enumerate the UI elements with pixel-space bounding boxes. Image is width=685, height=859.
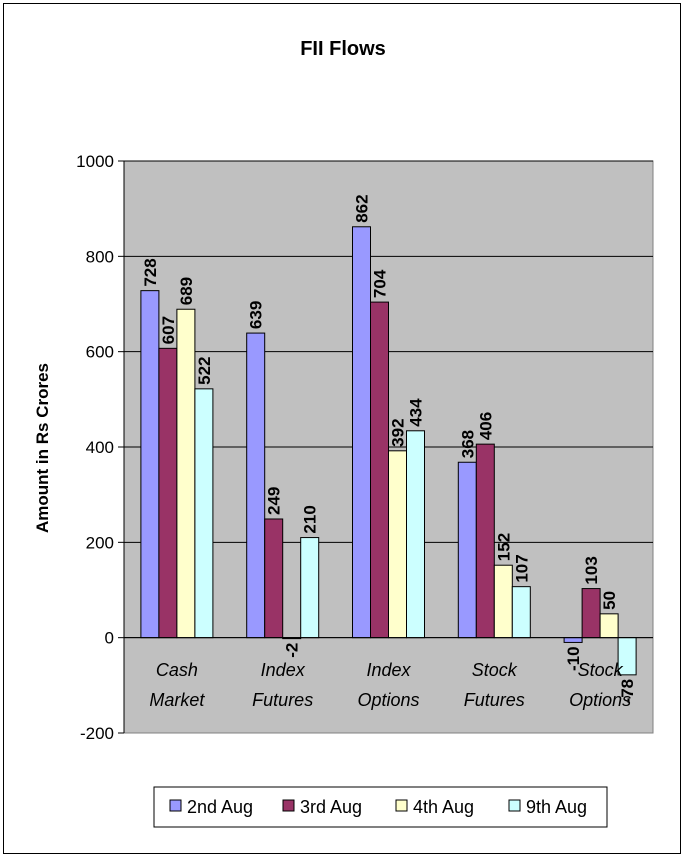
category-label: Stock (472, 660, 518, 680)
bar (194, 388, 214, 639)
category-label: Options (569, 690, 631, 710)
bar (563, 637, 583, 643)
data-label: 152 (494, 533, 513, 561)
bar (493, 564, 513, 639)
bar (140, 290, 160, 639)
bar (176, 308, 196, 639)
legend-swatch (508, 799, 521, 812)
y-axis-label: Amount in Rs Crores (33, 363, 52, 533)
bar (352, 226, 371, 639)
y-tick-label: 200 (86, 533, 114, 552)
axes (118, 160, 653, 734)
data-label: 392 (389, 418, 408, 446)
category-label: Cash (156, 660, 198, 680)
data-label: 689 (177, 277, 196, 305)
data-label: -78 (618, 679, 637, 704)
bar (599, 613, 619, 639)
bar (388, 450, 407, 639)
bar (406, 430, 425, 639)
bar (246, 332, 266, 639)
y-tick-label: 400 (86, 438, 114, 457)
data-label: 728 (141, 258, 160, 286)
category-label: Futures (464, 690, 525, 710)
legend-label: 4th Aug (413, 797, 474, 817)
category-label: Market (149, 690, 205, 710)
category-label: Index (261, 660, 306, 680)
y-tick-label: -200 (80, 724, 114, 743)
y-tick-label: 1000 (76, 152, 114, 171)
category-labels: Cash Market Index Futures Index Options Stock F… (149, 660, 631, 710)
data-label: 368 (458, 430, 477, 458)
data-label: 704 (371, 269, 390, 298)
bar (370, 301, 389, 639)
legend-swatch (282, 799, 295, 812)
y-tick-label: 600 (86, 343, 114, 362)
data-label: 50 (600, 591, 619, 610)
bar (511, 586, 531, 639)
data-label: 639 (247, 301, 266, 329)
legend-box (153, 786, 608, 828)
category-label: Futures (252, 690, 313, 710)
legend-label: 9th Aug (526, 797, 587, 817)
data-label: 862 (353, 194, 372, 222)
y-tick-label: 0 (105, 629, 114, 648)
y-tick-label: 800 (86, 247, 114, 266)
data-label: 522 (195, 356, 214, 384)
bar (300, 537, 320, 639)
data-label: -2 (283, 643, 302, 658)
data-label: 434 (407, 398, 426, 427)
bar (158, 347, 178, 639)
legend: 2nd Aug 3rd Aug 4th Aug 9th Aug (153, 786, 608, 828)
bar (581, 588, 601, 639)
category-label: Options (357, 690, 419, 710)
legend-swatch (169, 799, 182, 812)
bar (475, 443, 495, 639)
data-label: -10 (564, 646, 583, 671)
data-label: 210 (301, 505, 320, 533)
bar (264, 518, 284, 639)
data-label: 107 (512, 554, 531, 582)
data-label: 406 (476, 412, 495, 440)
category-label: Index (366, 660, 411, 680)
bars (140, 226, 637, 676)
chart-title: FII Flows (300, 38, 386, 60)
category-label: Stock (578, 660, 624, 680)
data-labels: 728 639 862 368 -10 607 249 704 406 103 689 -2 392 15… (141, 194, 637, 703)
y-tick-labels: -200 0 200 400 600 800 1000 (76, 152, 114, 743)
legend-label: 2nd Aug (187, 797, 253, 817)
data-label: 249 (265, 487, 284, 515)
legend-swatch (395, 799, 408, 812)
data-label: 103 (582, 556, 601, 584)
legend-label: 3rd Aug (300, 797, 362, 817)
data-label: 607 (159, 316, 178, 344)
bar (457, 461, 477, 639)
